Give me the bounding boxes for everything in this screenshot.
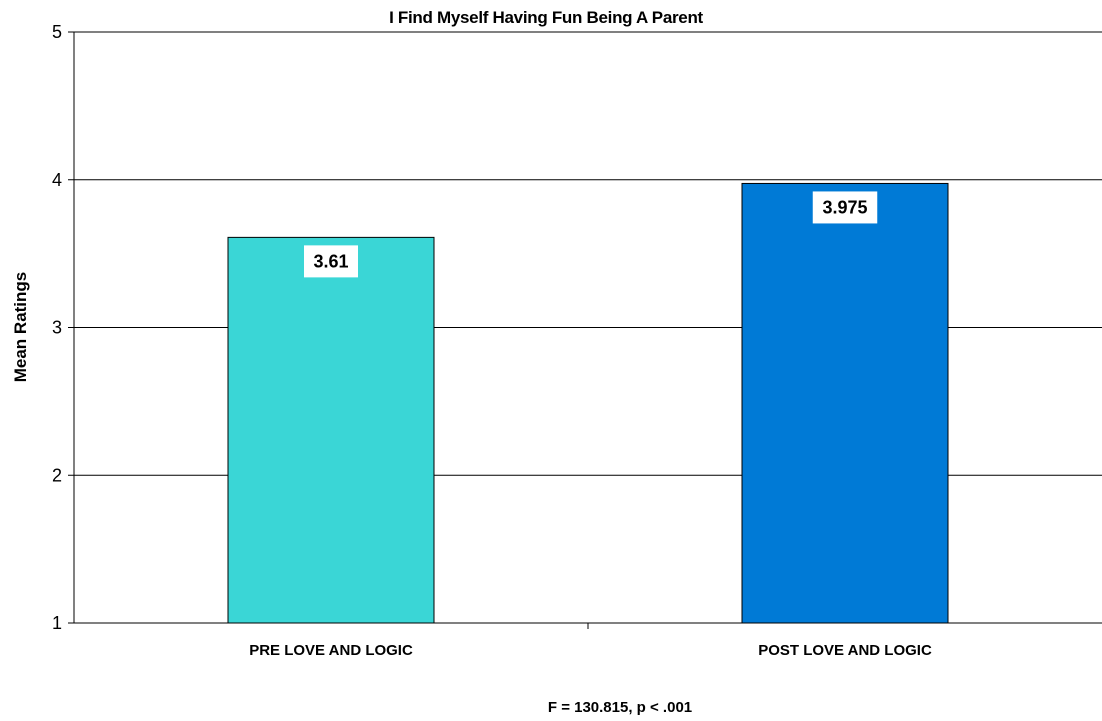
data-label-text: 3.61 bbox=[313, 251, 348, 271]
y-tick-label: 1 bbox=[52, 613, 62, 633]
data-label-text: 3.975 bbox=[822, 197, 867, 217]
bar-2 bbox=[741, 182, 949, 624]
data-labels: 3.61 3.975 bbox=[304, 191, 878, 278]
y-tick-label: 2 bbox=[52, 465, 62, 485]
bar-1 bbox=[227, 236, 435, 624]
chart-title: I Find Myself Having Fun Being A Parent bbox=[389, 8, 703, 27]
data-label-2: 3.975 bbox=[812, 191, 878, 224]
y-tick-label: 5 bbox=[52, 22, 62, 42]
data-label-box bbox=[812, 191, 878, 224]
data-label-box bbox=[304, 245, 358, 278]
x-tick-label: POST LOVE AND LOGIC bbox=[758, 642, 932, 659]
y-axis-label: Mean Ratings bbox=[11, 272, 30, 383]
statistics-annotation: F = 130.815, p < .001 bbox=[548, 699, 692, 716]
y-tick-label: 3 bbox=[52, 318, 62, 338]
data-label-1: 3.61 bbox=[304, 245, 358, 278]
axes: 1 2 3 4 5 PRE LOVE AND LOGIC POST LOVE AND LOG… bbox=[52, 22, 1102, 659]
y-tick-label: 4 bbox=[52, 170, 62, 190]
x-tick-label: PRE LOVE AND LOGIC bbox=[249, 642, 413, 659]
